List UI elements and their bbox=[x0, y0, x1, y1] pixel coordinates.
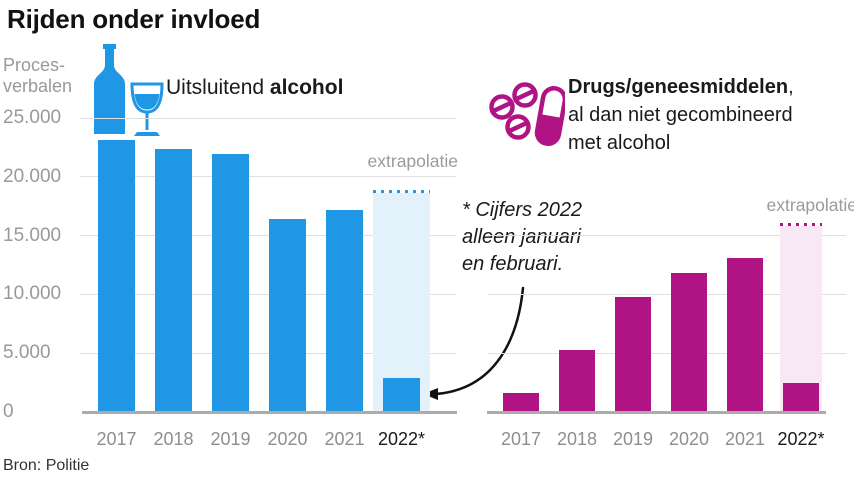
bar-alcohol-2017 bbox=[98, 140, 135, 412]
gridline-alcohol-5000 bbox=[80, 352, 456, 354]
x-label-alcohol-2017: 2017 bbox=[96, 429, 137, 449]
x-label-drugs-2019: 2019 bbox=[612, 429, 654, 449]
x-label-alcohol-2018: 2018 bbox=[153, 429, 194, 449]
pills-and-capsule-icon bbox=[489, 82, 565, 146]
gridline-alcohol-20000 bbox=[80, 176, 456, 178]
x-label-alcohol-2020: 2020 bbox=[267, 429, 308, 449]
bar-alcohol-2019 bbox=[212, 154, 249, 412]
bar-drugs-2021 bbox=[727, 258, 763, 412]
footnote-line1: * Cijfers 2022 bbox=[462, 199, 583, 221]
y-axis-title-line2: verbalen bbox=[3, 76, 73, 96]
bar-drugs-2020 bbox=[671, 273, 707, 412]
footnote-annotation: * Cijfers 2022 alleen januari en februar… bbox=[462, 197, 582, 278]
extrapolation-dotted-line-drugs bbox=[780, 222, 822, 226]
bar-alcohol-2022* bbox=[383, 378, 420, 412]
x-label-alcohol-2021: 2021 bbox=[324, 429, 365, 449]
bar-drugs-2018 bbox=[559, 350, 595, 412]
legend-drugs: Drugs/geneesmiddelen, al dan niet gecomb… bbox=[568, 73, 794, 157]
y-tick-label-5000: 5.000 bbox=[3, 342, 51, 364]
bar-drugs-2017 bbox=[503, 393, 539, 412]
legend-drugs-line2: al dan niet gecombineerd bbox=[568, 104, 793, 126]
legend-drugs-line3: met alcohol bbox=[568, 132, 671, 154]
y-tick-label-25000: 25.000 bbox=[3, 107, 62, 128]
x-axis-line-alcohol bbox=[82, 411, 457, 414]
bar-drugs-2022* bbox=[783, 383, 819, 412]
extrapolation-area-drugs bbox=[780, 226, 822, 413]
footnote-line3: en februari. bbox=[462, 253, 564, 275]
gridline-alcohol-10000 bbox=[80, 293, 456, 295]
y-tick-label-10000: 10.000 bbox=[3, 283, 62, 305]
extrapolation-label-drugs: extrapolatie bbox=[766, 195, 854, 215]
legend-alcohol-bold: alcohol bbox=[269, 76, 344, 99]
legend-alcohol: Uitsluitend alcohol bbox=[166, 76, 343, 100]
bar-alcohol-2020 bbox=[269, 219, 306, 412]
x-label-drugs-2017: 2017 bbox=[500, 429, 542, 449]
gridline-alcohol-25000 bbox=[80, 117, 456, 119]
x-axis-line-drugs bbox=[487, 411, 826, 414]
bar-alcohol-2018 bbox=[155, 149, 192, 412]
x-label-alcohol-2019: 2019 bbox=[210, 429, 251, 449]
gridline-alcohol-15000 bbox=[80, 235, 456, 237]
x-label-drugs-2021: 2021 bbox=[724, 429, 766, 449]
page-title: Rijden onder invloed bbox=[7, 4, 261, 34]
gridline-drugs-5000 bbox=[488, 352, 846, 354]
wine-bottle-and-glass-icon bbox=[94, 44, 164, 136]
extrapolation-area-alcohol bbox=[373, 193, 430, 413]
bar-alcohol-2021 bbox=[326, 210, 363, 412]
legend-drugs-comma: , bbox=[788, 76, 794, 98]
gridline-drugs-15000 bbox=[488, 235, 846, 237]
source-credit: Bron: Politie bbox=[3, 457, 90, 474]
y-axis-title: Proces- verbalen bbox=[3, 55, 72, 97]
x-label-drugs-2022*: 2022* bbox=[777, 429, 825, 449]
bar-drugs-2019 bbox=[615, 297, 651, 412]
x-label-drugs-2018: 2018 bbox=[556, 429, 598, 449]
y-tick-label-15000: 15.000 bbox=[3, 224, 62, 246]
legend-alcohol-regular: Uitsluitend bbox=[166, 76, 270, 99]
y-tick-label-20000: 20.000 bbox=[3, 165, 62, 187]
footnote-line2: alleen januari bbox=[462, 226, 581, 248]
legend-drugs-line1: Drugs/geneesmiddelen, bbox=[568, 76, 794, 98]
x-label-drugs-2020: 2020 bbox=[668, 429, 710, 449]
x-label-alcohol-2022*: 2022* bbox=[377, 429, 426, 449]
gridline-drugs-10000 bbox=[488, 293, 846, 295]
y-tick-label-0: 0 bbox=[3, 401, 14, 422]
annotation-arrow bbox=[423, 286, 525, 400]
extrapolation-dotted-line-alcohol bbox=[373, 189, 430, 193]
y-axis-title-line1: Proces- bbox=[3, 55, 66, 75]
legend-drugs-bold: Drugs/geneesmiddelen bbox=[568, 76, 789, 98]
extrapolation-label-alcohol: extrapolatie bbox=[367, 151, 458, 171]
